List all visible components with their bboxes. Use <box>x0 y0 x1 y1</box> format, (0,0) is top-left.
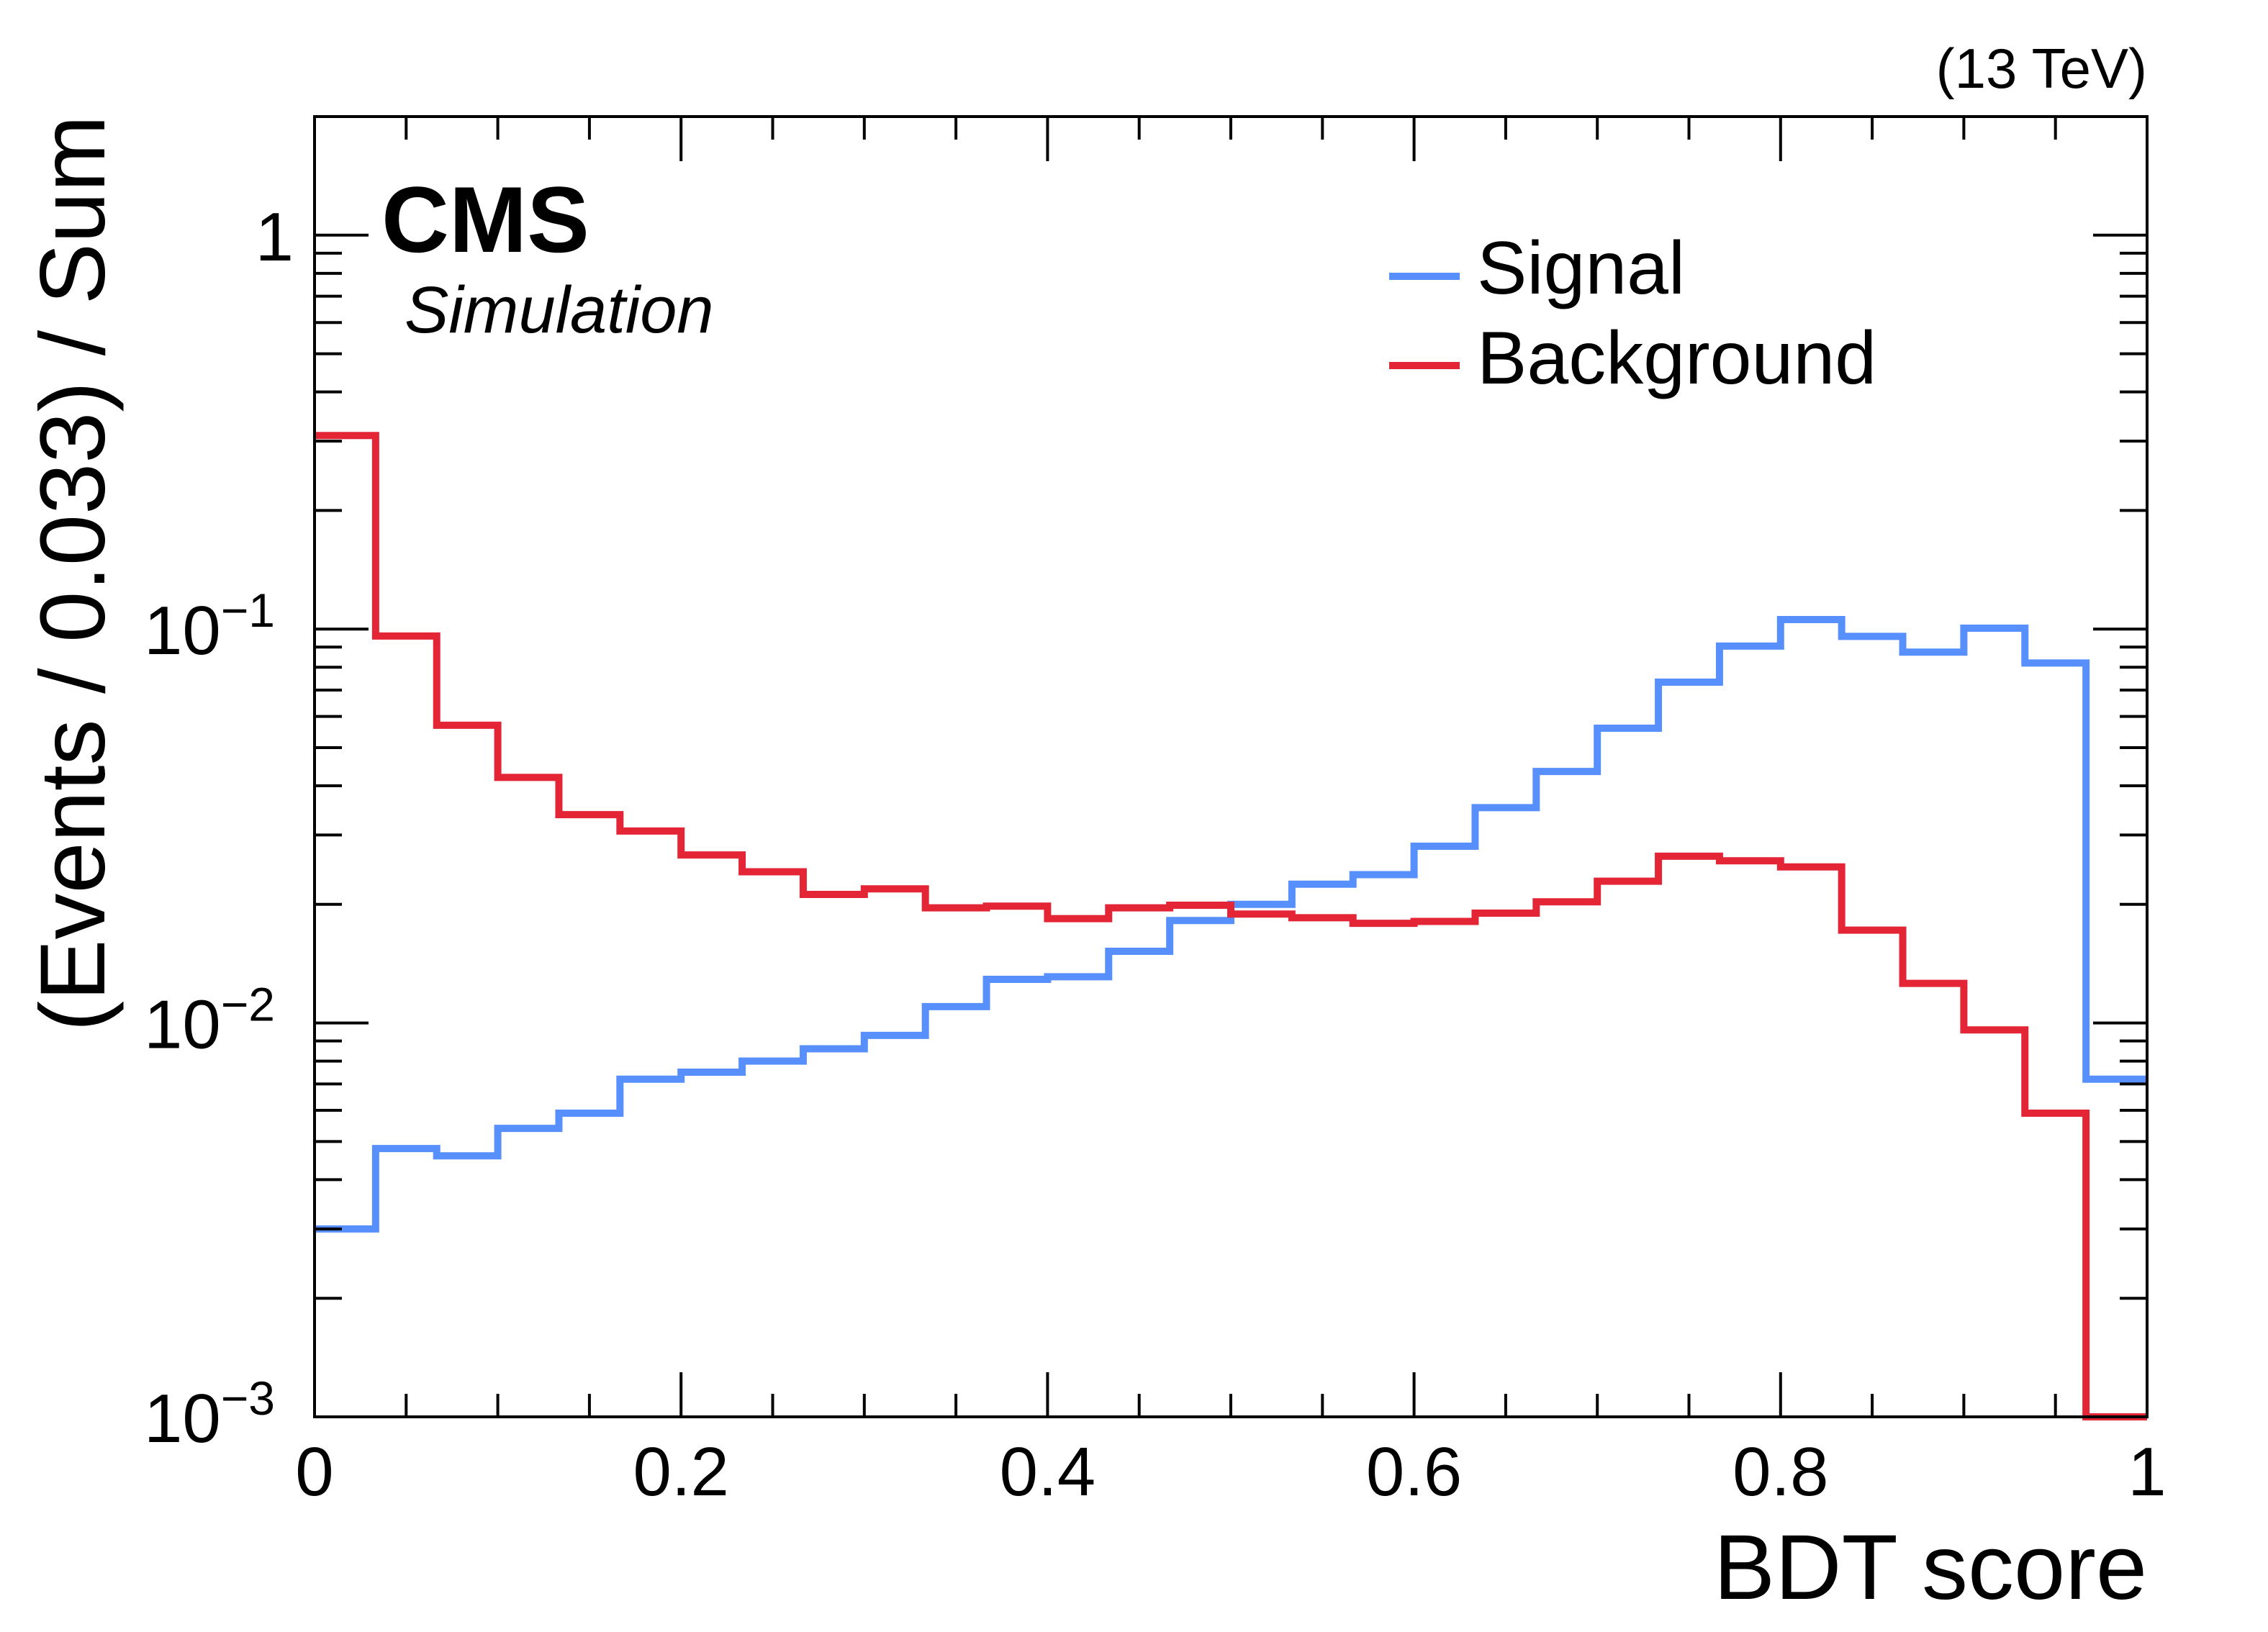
y-tick-label: 10−3 <box>144 1372 275 1457</box>
y-tick-label: 10−1 <box>144 584 275 669</box>
x-tick-label: 1 <box>2128 1433 2166 1510</box>
y-tick-labels: 1 10−1 10−2 10−3 <box>144 199 294 1457</box>
x-tick-label: 0.8 <box>1732 1433 1828 1510</box>
series-background-line <box>315 432 2147 1420</box>
x-tick-labels: 0 0.2 0.4 0.6 0.8 1 <box>295 1433 2166 1510</box>
legend-background-label: Background <box>1477 317 1876 400</box>
y-tick-label: 1 <box>256 199 294 276</box>
legend-signal-label: Signal <box>1477 227 1685 310</box>
simulation-label: Simulation <box>405 273 714 347</box>
x-tick-label: 0.4 <box>1000 1433 1095 1510</box>
experiment-label: CMS <box>381 167 589 272</box>
energy-label: (13 TeV) <box>1936 37 2147 100</box>
axis-ticks <box>313 115 2149 1418</box>
y-axis-title: (Events / 0.033) / Sum <box>22 115 125 1031</box>
legend: Signal Background <box>1389 227 1876 400</box>
x-tick-label: 0.2 <box>633 1433 728 1510</box>
x-tick-label: 0.6 <box>1366 1433 1462 1510</box>
y-tick-label: 10−2 <box>144 978 275 1064</box>
series-signal-line <box>315 616 2147 1233</box>
x-axis-title: BDT score <box>1714 1516 2147 1619</box>
histogram-layer <box>315 432 2147 1420</box>
x-tick-label: 0 <box>295 1433 333 1510</box>
